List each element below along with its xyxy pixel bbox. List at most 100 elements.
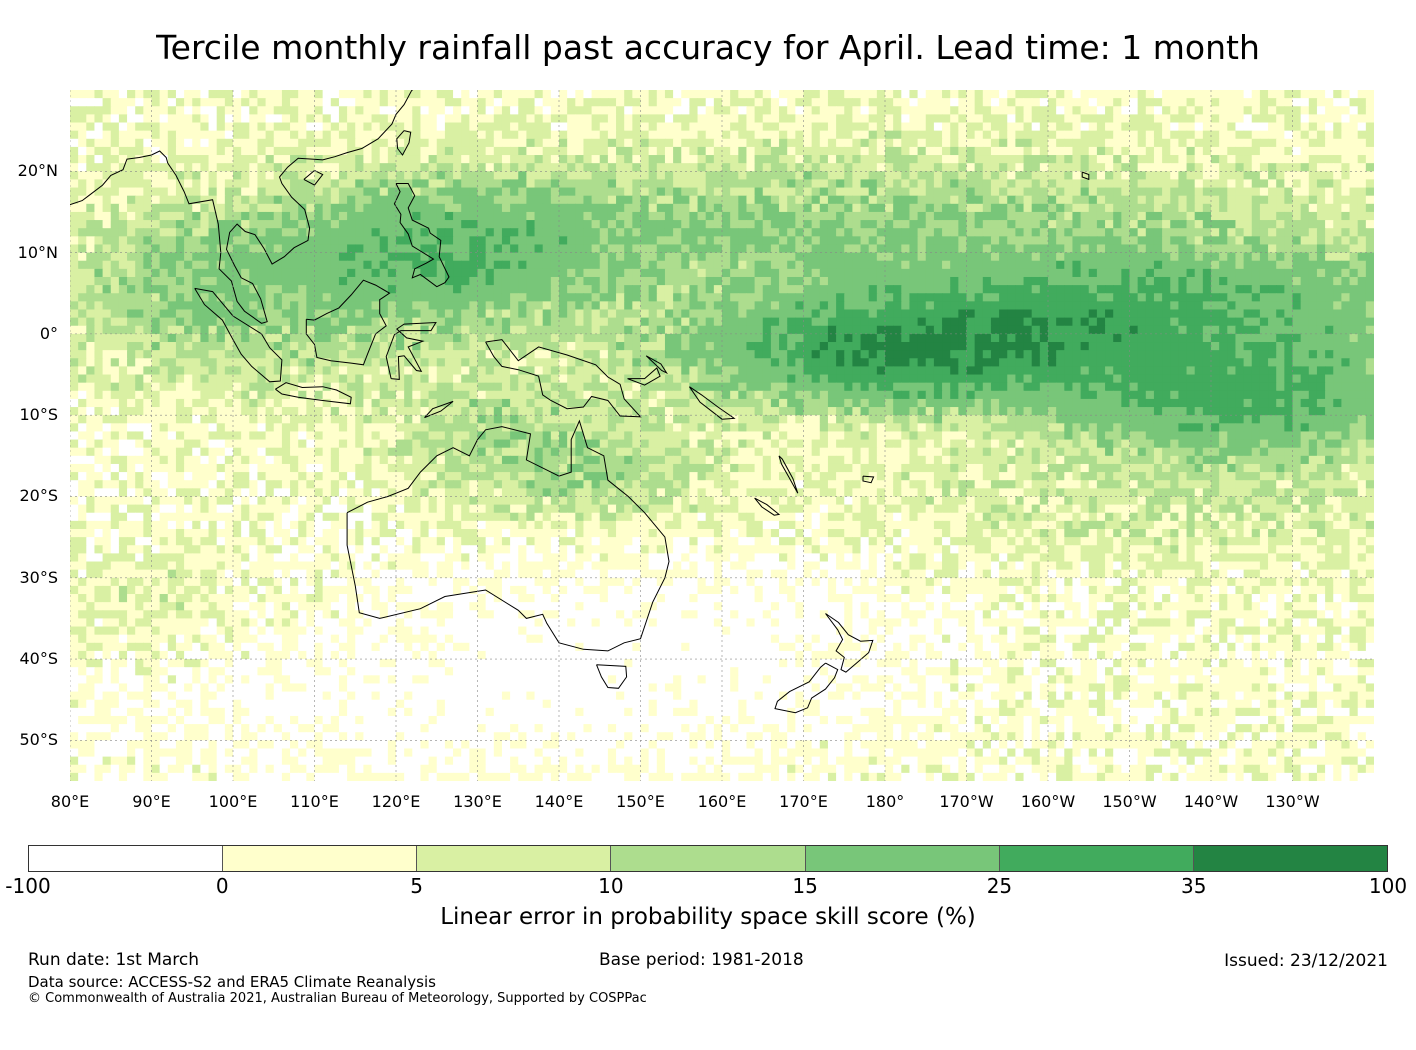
grid-cell	[681, 179, 690, 189]
grid-cell	[656, 301, 666, 311]
grid-cell	[1129, 260, 1139, 270]
grid-cell	[1145, 220, 1155, 229]
grid-cell	[233, 179, 242, 189]
grid-cell	[1153, 98, 1163, 107]
grid-cell	[917, 146, 927, 156]
grid-cell	[885, 220, 894, 229]
grid-cell	[167, 276, 177, 286]
grid-cell	[1235, 309, 1245, 319]
grid-cell	[933, 228, 943, 237]
grid-cell	[746, 187, 756, 197]
grid-cell	[1064, 333, 1074, 343]
grid-cell	[233, 195, 242, 205]
grid-cell	[917, 268, 927, 278]
grid-cell	[583, 317, 593, 327]
grid-cell	[1292, 187, 1302, 197]
grid-cell	[501, 187, 511, 197]
grid-cell	[1088, 333, 1098, 343]
grid-cell	[477, 211, 487, 221]
grid-cell	[461, 317, 470, 327]
grid-cell	[1056, 309, 1065, 319]
grid-cell	[1284, 260, 1294, 270]
grid-cell	[102, 114, 112, 124]
grid-cell	[200, 179, 210, 189]
grid-cell	[559, 252, 568, 262]
grid-cell	[1064, 220, 1074, 229]
grid-cell	[770, 187, 780, 197]
grid-cell	[1268, 309, 1277, 319]
grid-cell	[1113, 106, 1122, 115]
grid-cell	[1300, 155, 1310, 164]
grid-cell	[257, 163, 267, 172]
grid-cell	[787, 179, 796, 189]
grid-cell	[78, 90, 87, 99]
grid-cell	[893, 293, 902, 302]
grid-cell	[795, 333, 805, 343]
grid-cell	[999, 317, 1008, 327]
grid-cell	[779, 122, 788, 132]
grid-cell	[575, 293, 585, 302]
grid-cell	[518, 228, 527, 237]
grid-cell	[885, 195, 894, 205]
grid-cell	[1080, 293, 1090, 302]
grid-cell	[469, 171, 479, 181]
grid-cell	[648, 285, 658, 294]
grid-cell	[1048, 179, 1057, 189]
grid-cell	[257, 301, 267, 311]
grid-cell	[1276, 220, 1285, 229]
grid-cell	[624, 293, 633, 302]
grid-cell	[518, 276, 527, 286]
grid-cell	[167, 301, 177, 311]
grid-cell	[599, 276, 609, 286]
grid-cell	[469, 236, 479, 246]
grid-cell	[412, 236, 422, 246]
grid-cell	[754, 130, 764, 140]
grid-cell	[860, 195, 870, 205]
grid-cell	[917, 90, 927, 99]
grid-cell	[770, 333, 780, 343]
grid-cell	[852, 146, 862, 156]
grid-cell	[485, 98, 495, 107]
grid-cell	[803, 220, 813, 229]
grid-cell	[200, 268, 210, 278]
grid-cell	[819, 276, 829, 286]
grid-cell	[1080, 220, 1090, 229]
grid-cell	[1292, 195, 1302, 205]
grid-cell	[827, 309, 837, 319]
grid-cell	[208, 325, 218, 335]
grid-cell	[469, 187, 479, 197]
grid-cell	[444, 293, 454, 302]
grid-cell	[1170, 163, 1179, 172]
grid-cell	[306, 90, 316, 99]
grid-cell	[265, 195, 275, 205]
grid-cell	[1162, 244, 1171, 254]
grid-cell	[1048, 317, 1057, 327]
grid-cell	[216, 163, 226, 172]
grid-cell	[713, 276, 723, 286]
grid-cell	[1170, 171, 1179, 181]
grid-cell	[974, 276, 984, 286]
grid-cell	[974, 203, 984, 213]
grid-cell	[632, 130, 642, 140]
grid-cell	[1064, 155, 1074, 164]
grid-cell	[314, 333, 324, 343]
grid-cell	[990, 146, 1000, 156]
grid-cell	[1219, 171, 1228, 181]
grid-cell	[974, 252, 984, 262]
grid-cell	[754, 195, 764, 205]
grid-cell	[607, 293, 617, 302]
grid-cell	[779, 220, 788, 229]
grid-cell	[836, 268, 845, 278]
grid-cell	[1308, 220, 1318, 229]
grid-cell	[86, 293, 96, 302]
grid-cell	[477, 90, 487, 99]
grid-cell	[656, 203, 666, 213]
grid-cell	[159, 98, 169, 107]
grid-cell	[1186, 114, 1196, 124]
grid-cell	[1072, 293, 1082, 302]
grid-cell	[86, 228, 96, 237]
grid-cell	[656, 98, 666, 107]
grid-cell	[942, 90, 951, 99]
grid-cell	[461, 293, 470, 302]
grid-cell	[542, 163, 552, 172]
